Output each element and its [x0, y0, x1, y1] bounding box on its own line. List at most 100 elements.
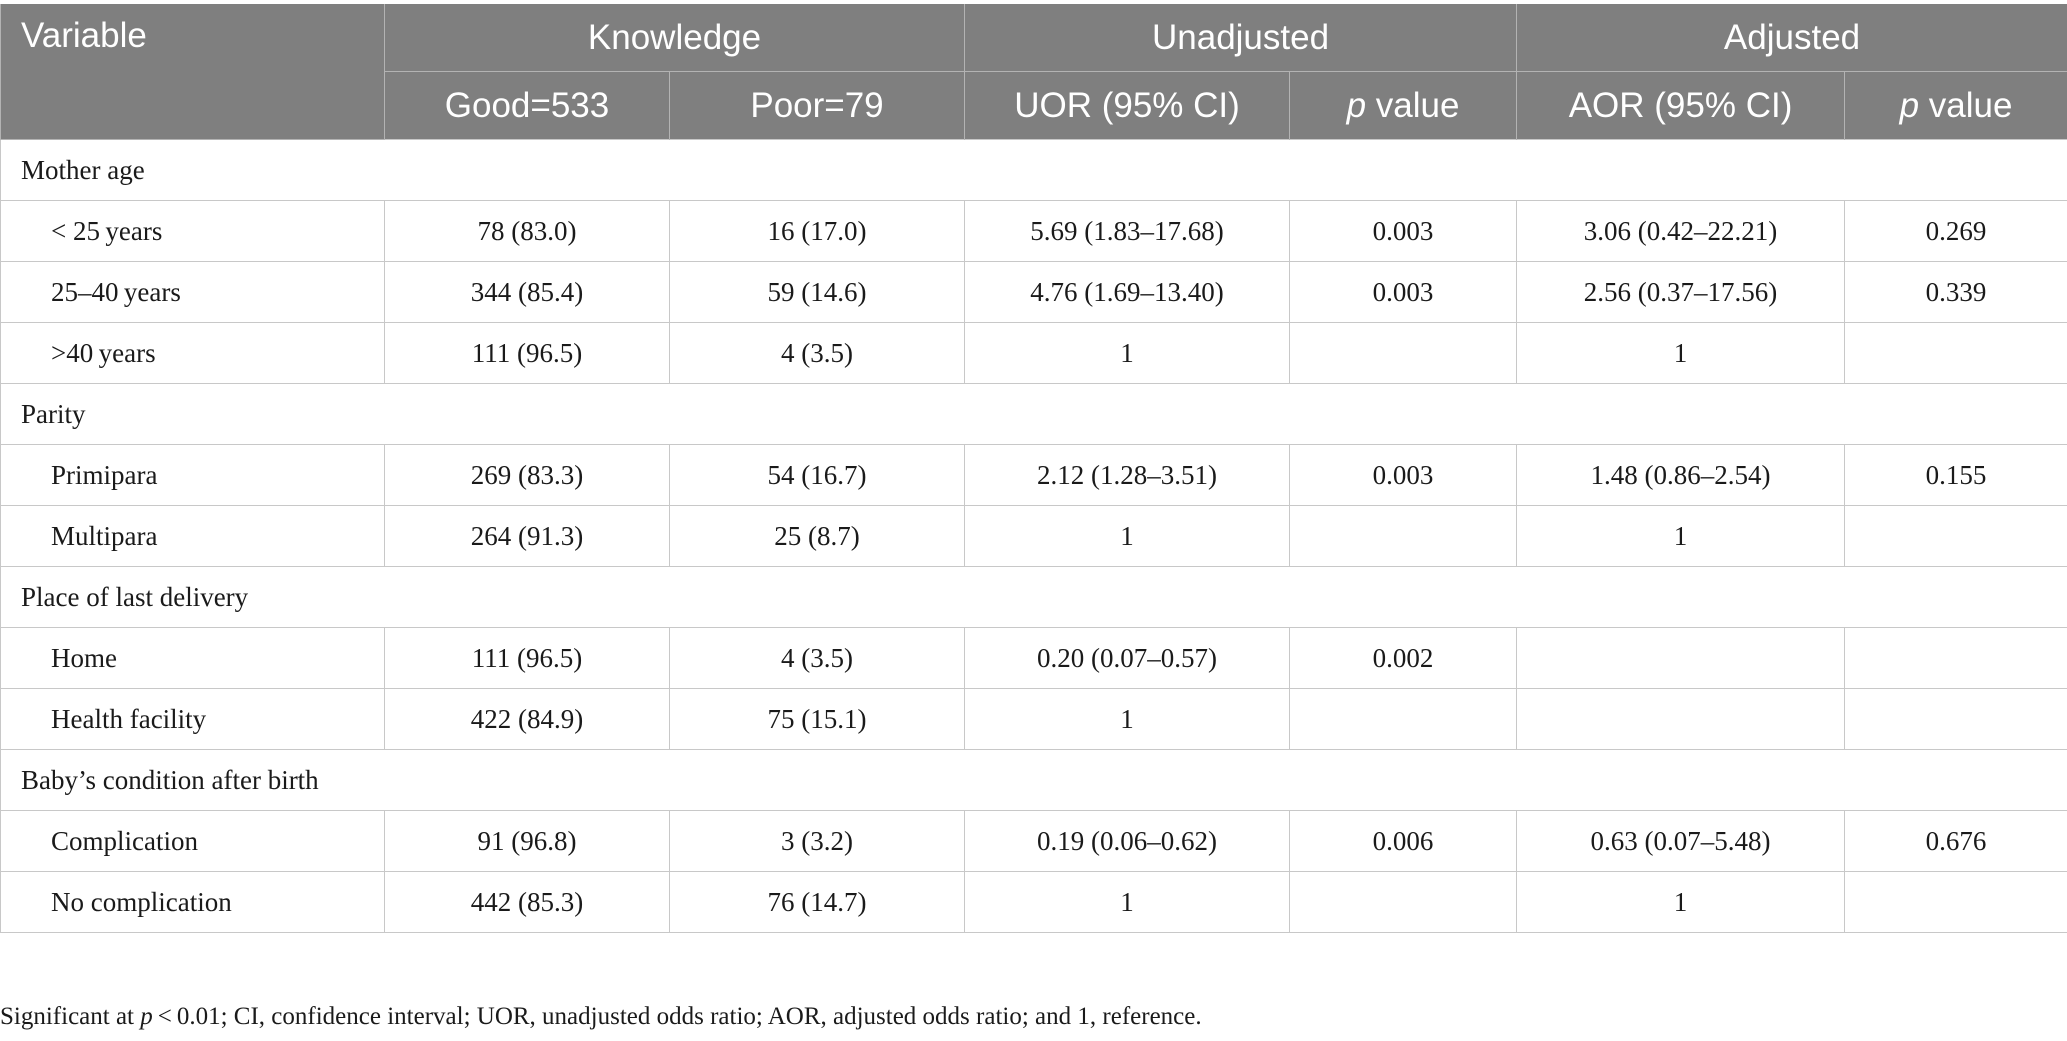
table-row: Health facility 422 (84.9) 75 (15.1) 1 [0, 688, 2067, 750]
group-title: Parity [0, 383, 2067, 445]
cell-p-unadjusted [1289, 505, 1518, 567]
cell-aor: 3.06 (0.42–22.21) [1516, 200, 1846, 262]
cell-uor: 1 [964, 322, 1291, 384]
cell-p-adjusted [1844, 688, 2067, 750]
cell-p-unadjusted: 0.003 [1289, 444, 1518, 506]
cell-poor: 59 (14.6) [668, 261, 966, 323]
cell-p-adjusted [1844, 505, 2067, 567]
results-table: Variable Knowledge Unadjusted Adjusted G… [0, 4, 2067, 933]
cell-p-unadjusted [1289, 322, 1518, 384]
cell-poor: 3 (3.2) [668, 810, 966, 872]
header-aor: AOR (95% CI) [1516, 71, 1846, 140]
header-p-italic: p [1899, 85, 1920, 125]
group-title: Mother age [0, 139, 2067, 201]
cell-good: 111 (96.5) [384, 627, 670, 689]
row-label: Home [0, 627, 385, 689]
group-title: Baby’s condition after birth [0, 749, 2067, 811]
table-header: Variable Knowledge Unadjusted Adjusted G… [0, 4, 2067, 140]
row-label: Health facility [0, 688, 385, 750]
cell-poor: 16 (17.0) [668, 200, 966, 262]
row-label: 25–40 years [0, 261, 385, 323]
header-good: Good=533 [384, 71, 670, 140]
cell-poor: 75 (15.1) [668, 688, 966, 750]
cell-p-unadjusted [1289, 871, 1518, 933]
cell-aor: 1.48 (0.86–2.54) [1516, 444, 1846, 506]
cell-aor: 2.56 (0.37–17.56) [1516, 261, 1846, 323]
cell-poor: 25 (8.7) [668, 505, 966, 567]
header-p-rest: value [1366, 85, 1460, 125]
cell-aor: 1 [1516, 871, 1846, 933]
header-p-value-unadjusted: p value [1289, 71, 1518, 140]
cell-uor: 4.76 (1.69–13.40) [964, 261, 1291, 323]
row-label: Multipara [0, 505, 385, 567]
cell-p-unadjusted: 0.003 [1289, 200, 1518, 262]
cell-good: 78 (83.0) [384, 200, 670, 262]
cell-good: 111 (96.5) [384, 322, 670, 384]
cell-poor: 54 (16.7) [668, 444, 966, 506]
cell-good: 442 (85.3) [384, 871, 670, 933]
table-row: No complication 442 (85.3) 76 (14.7) 1 1 [0, 871, 2067, 933]
cell-p-unadjusted: 0.006 [1289, 810, 1518, 872]
cell-uor: 0.20 (0.07–0.57) [964, 627, 1291, 689]
group-row: Baby’s condition after birth [0, 749, 2067, 811]
cell-good: 422 (84.9) [384, 688, 670, 750]
cell-p-unadjusted: 0.003 [1289, 261, 1518, 323]
group-title: Place of last delivery [0, 566, 2067, 628]
row-label: < 25 years [0, 200, 385, 262]
cell-good: 269 (83.3) [384, 444, 670, 506]
table-row: >40 years 111 (96.5) 4 (3.5) 1 1 [0, 322, 2067, 384]
cell-poor: 76 (14.7) [668, 871, 966, 933]
cell-p-adjusted: 0.155 [1844, 444, 2067, 506]
footnote-p: p [140, 1003, 153, 1030]
cell-aor: 0.63 (0.07–5.48) [1516, 810, 1846, 872]
cell-uor: 2.12 (1.28–3.51) [964, 444, 1291, 506]
group-row: Place of last delivery [0, 566, 2067, 628]
row-label: Complication [0, 810, 385, 872]
table-row: Home 111 (96.5) 4 (3.5) 0.20 (0.07–0.57)… [0, 627, 2067, 689]
footnote-pre: Significant at [0, 1003, 141, 1030]
cell-p-adjusted [1844, 322, 2067, 384]
header-knowledge: Knowledge [383, 4, 966, 72]
header-p-value-adjusted: p value [1844, 71, 2067, 140]
row-label: No complication [0, 871, 385, 933]
cell-good: 91 (96.8) [384, 810, 670, 872]
cell-good: 264 (91.3) [384, 505, 670, 567]
header-poor: Poor=79 [668, 71, 966, 140]
cell-uor: 1 [964, 505, 1291, 567]
cell-uor: 1 [964, 871, 1291, 933]
cell-uor: 0.19 (0.06–0.62) [964, 810, 1291, 872]
cell-uor: 1 [964, 688, 1291, 750]
cell-p-unadjusted: 0.002 [1289, 627, 1518, 689]
cell-poor: 4 (3.5) [668, 322, 966, 384]
cell-p-adjusted: 0.339 [1844, 261, 2067, 323]
cell-p-adjusted: 0.269 [1844, 200, 2067, 262]
group-row: Parity [0, 383, 2067, 445]
footnote-post: < 0.01; CI, confidence interval; UOR, un… [152, 1003, 1202, 1030]
header-adjusted: Adjusted [1516, 4, 2067, 72]
table-row: 25–40 years 344 (85.4) 59 (14.6) 4.76 (1… [0, 261, 2067, 323]
row-label: Primipara [0, 444, 385, 506]
table-row: Complication 91 (96.8) 3 (3.2) 0.19 (0.0… [0, 810, 2067, 872]
table-body: Mother age < 25 years 78 (83.0) 16 (17.0… [0, 139, 2067, 933]
group-row: Mother age [0, 139, 2067, 201]
cell-uor: 5.69 (1.83–17.68) [964, 200, 1291, 262]
cell-p-adjusted [1844, 871, 2067, 933]
row-label: >40 years [0, 322, 385, 384]
header-uor: UOR (95% CI) [964, 71, 1291, 140]
header-variable: Variable [0, 4, 385, 140]
cell-aor [1516, 627, 1846, 689]
cell-good: 344 (85.4) [384, 261, 670, 323]
cell-poor: 4 (3.5) [668, 627, 966, 689]
header-p-rest: value [1919, 85, 2013, 125]
header-unadjusted: Unadjusted [964, 4, 1518, 72]
header-p-italic: p [1346, 85, 1367, 125]
table-footnote: Significant at p < 0.01; CI, confidence … [0, 1003, 1202, 1031]
cell-aor [1516, 688, 1846, 750]
cell-p-adjusted: 0.676 [1844, 810, 2067, 872]
table-row: Multipara 264 (91.3) 25 (8.7) 1 1 [0, 505, 2067, 567]
cell-aor: 1 [1516, 322, 1846, 384]
table-row: Primipara 269 (83.3) 54 (16.7) 2.12 (1.2… [0, 444, 2067, 506]
cell-p-adjusted [1844, 627, 2067, 689]
cell-aor: 1 [1516, 505, 1846, 567]
cell-p-unadjusted [1289, 688, 1518, 750]
